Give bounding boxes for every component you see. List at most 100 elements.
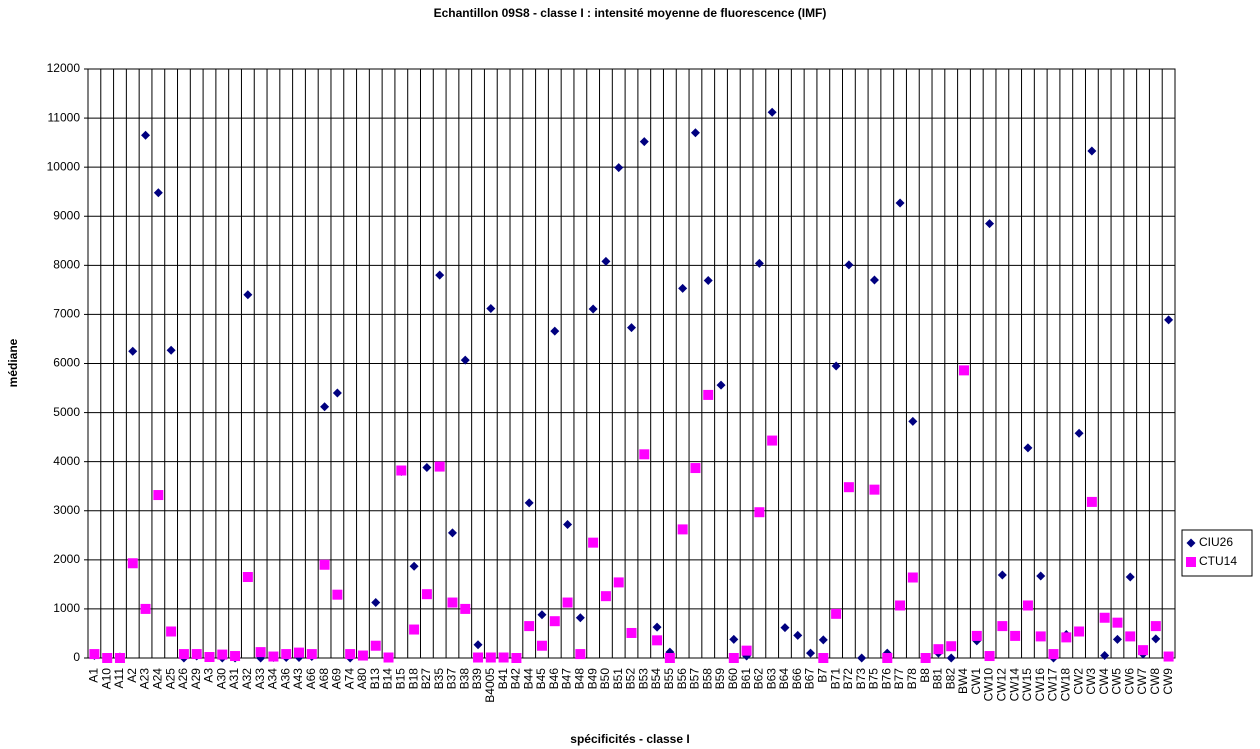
point [524,498,534,508]
point [1086,496,1097,507]
point [690,128,700,138]
x-tick-label: B62 [752,668,766,690]
y-tick-label: 12000 [47,61,81,75]
point [613,577,624,588]
point [869,484,880,495]
point [498,652,509,663]
point [1022,600,1033,611]
point [664,653,675,663]
legend-label: CTU14 [1199,554,1237,568]
point [536,640,547,651]
x-tick-label: B38 [457,668,471,690]
point [780,623,790,633]
point [716,380,726,390]
point [460,355,470,365]
point [371,598,381,608]
point [857,653,867,663]
x-tick-label: B41 [496,668,510,690]
point [997,570,1007,580]
x-tick-label: B64 [777,668,791,690]
x-tick-label: B45 [534,668,548,690]
x-tick-label: A23 [138,668,152,690]
point [1112,634,1122,644]
x-tick-label: B8 [918,668,932,683]
point [626,627,637,638]
point [1125,572,1135,582]
point [114,653,125,663]
x-axis-title: spécificités - classe I [570,732,689,746]
point [793,630,803,640]
point [1125,631,1136,642]
x-tick-label: A26 [176,668,190,690]
point [908,416,918,426]
point [102,653,113,663]
point [831,608,842,619]
x-tick-label: A69 [330,668,344,690]
x-tick-label: B66 [790,668,804,690]
point [754,507,765,518]
point [946,641,957,652]
point [435,270,445,280]
x-tick-label: BW4 [956,668,970,694]
point [806,648,816,658]
point [831,361,841,371]
x-tick-label: B39 [470,668,484,690]
x-tick-label: B47 [560,668,574,690]
x-tick-label: CW5 [1110,668,1124,695]
point [754,258,764,268]
x-tick-label: B58 [700,668,714,690]
y-tick-label: 8000 [53,258,80,272]
point [447,597,458,608]
point [907,572,918,583]
point [1048,649,1059,660]
point [409,624,420,635]
point [1087,146,1097,156]
point [153,188,163,198]
point [690,463,701,474]
y-tick-label: 6000 [53,356,80,370]
x-tick-label: CW7 [1135,668,1149,695]
point [473,652,484,663]
point [255,647,266,658]
x-tick-label: B76 [879,668,893,690]
point [191,649,202,660]
point [562,597,573,608]
x-tick-label: B18 [406,668,420,690]
x-tick-label: CW12 [995,668,1009,702]
point [1100,651,1110,661]
x-tick-label: B75 [867,668,881,690]
y-tick-label: 1000 [53,601,80,615]
point [1138,645,1149,656]
y-tick-label: 9000 [53,208,80,222]
x-tick-label: A33 [253,668,267,690]
x-tick-label: B44 [521,668,535,690]
point [933,644,944,655]
x-tick-label: B71 [828,668,842,690]
x-tick-label: A36 [278,668,292,690]
point [230,651,241,662]
x-tick-label: B13 [368,668,382,690]
point [242,572,253,583]
x-tick-label: B14 [381,668,395,690]
point [549,616,560,627]
x-tick-label: CW15 [1020,668,1034,702]
x-tick-label: CW3 [1084,668,1098,695]
y-tick-label: 0 [73,650,80,664]
x-tick-label: B77 [892,668,906,690]
x-tick-label: CW2 [1071,668,1085,695]
point [869,275,879,285]
point [1112,617,1123,628]
x-tick-label: B55 [662,668,676,690]
point [332,589,343,600]
legend-box [1181,529,1253,577]
point [818,635,828,645]
point [703,276,713,286]
point [204,652,215,663]
point [703,389,714,400]
x-tick-label: B54 [649,668,663,690]
point [1163,651,1174,662]
point [677,524,688,535]
point [971,630,982,641]
x-tick-label: B73 [854,668,868,690]
